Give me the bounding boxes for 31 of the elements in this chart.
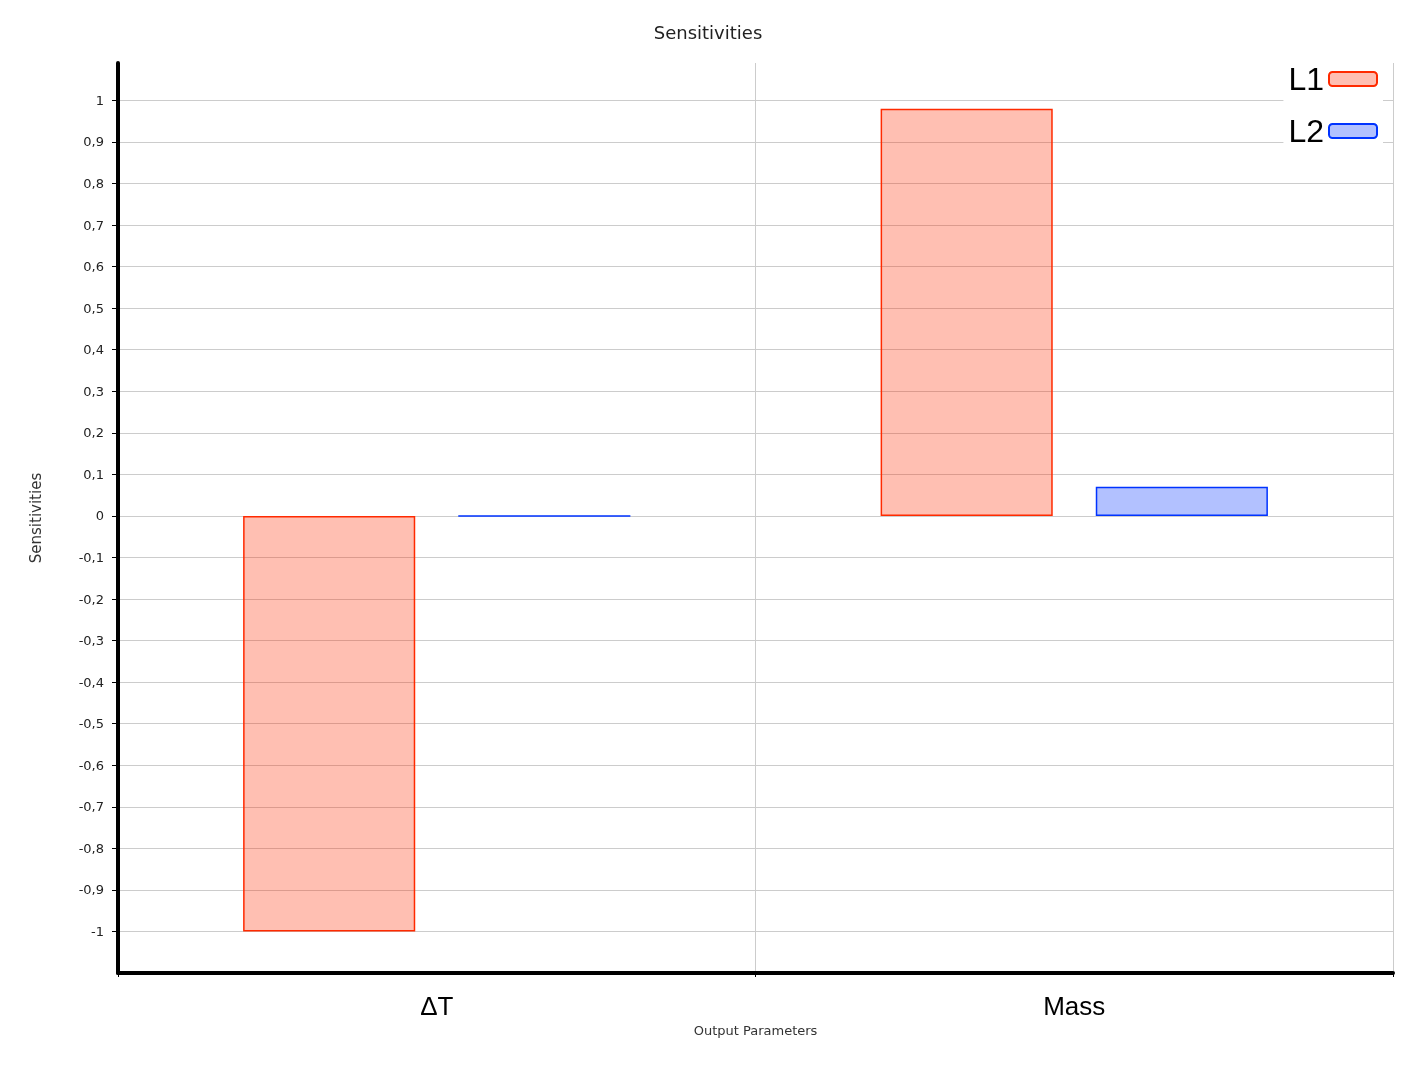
bar <box>1095 486 1268 516</box>
bar <box>243 515 416 932</box>
x-tick-label: Mass <box>1043 991 1106 1021</box>
y-tick-label: 0,7 <box>83 217 104 233</box>
y-tick-label: 1 <box>95 92 104 108</box>
y-tick-label: -0,3 <box>78 633 104 649</box>
y-tick-label: -0,5 <box>78 716 104 732</box>
y-tick-label: 0 <box>95 508 104 524</box>
y-tick-label: -0,6 <box>78 757 104 773</box>
bar <box>880 108 1053 516</box>
legend-label: L2 <box>1288 113 1324 149</box>
y-tick-label: 0,6 <box>83 259 104 275</box>
y-tick-label: 0,8 <box>83 176 104 191</box>
y-tick-label: 0,1 <box>83 466 104 482</box>
x-tick-label: ΔT <box>420 991 454 1021</box>
y-tick-label: -0,7 <box>78 799 104 815</box>
chart-title: Sensitivities <box>653 21 763 43</box>
y-tick-label: 0,3 <box>83 383 104 399</box>
y-tick-label: -0,2 <box>78 591 104 607</box>
y-tick-label: -0,1 <box>78 549 104 565</box>
y-tick-label: -0,9 <box>78 882 104 898</box>
y-tick-label: 0,5 <box>83 300 104 316</box>
y-tick-label: 0,9 <box>83 134 104 150</box>
y-tick-label: -0,4 <box>78 674 104 690</box>
y-tick-label: 0,2 <box>83 425 104 441</box>
x-axis-title: Output Parameters <box>693 1022 818 1038</box>
y-axis-title: Sensitivities <box>26 472 45 564</box>
y-tick-label: -1 <box>91 923 104 939</box>
y-tick-label: 0,4 <box>83 342 104 358</box>
legend-label: L1 <box>1288 61 1324 97</box>
y-tick-label: -0,8 <box>78 840 104 856</box>
